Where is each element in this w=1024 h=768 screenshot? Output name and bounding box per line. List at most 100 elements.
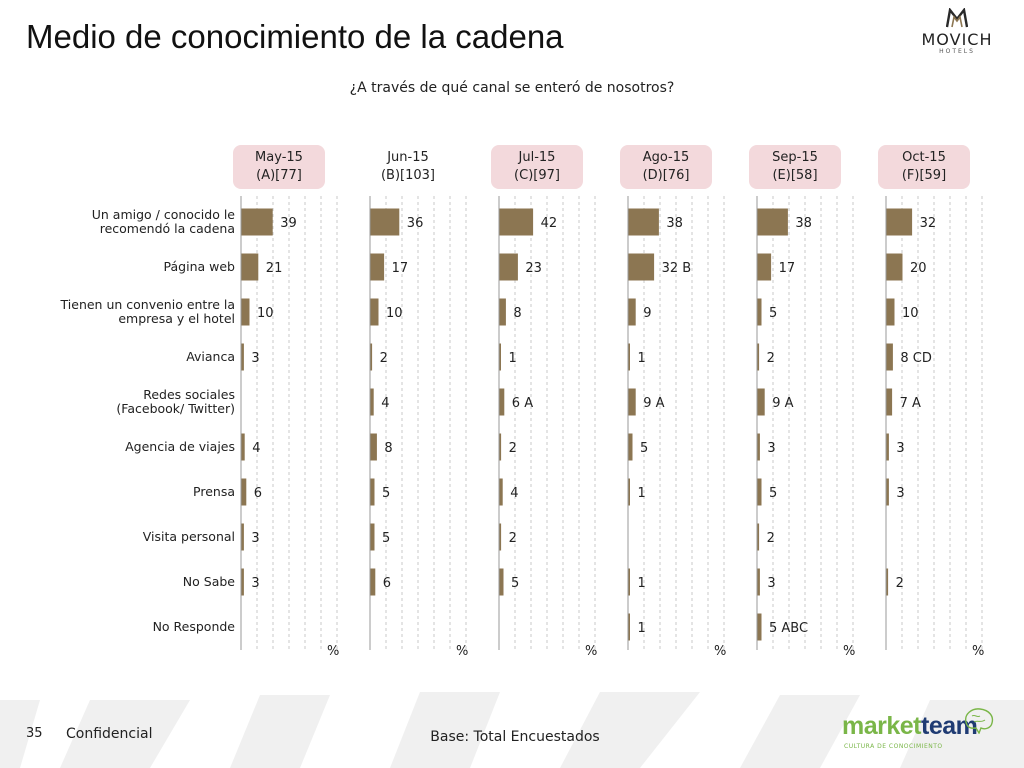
marketteam-logo-part1: market bbox=[842, 712, 922, 740]
bar bbox=[757, 433, 760, 461]
bar bbox=[757, 613, 762, 641]
bar bbox=[499, 568, 504, 596]
marketteam-logo: marketteam CULTURA DE CONOCIMIENTO bbox=[842, 708, 1002, 758]
data-label: 38 bbox=[666, 216, 683, 231]
panel-may-15: % 39 21 10 3 4 6 3 3 bbox=[240, 196, 339, 659]
data-label: 1 bbox=[509, 351, 517, 366]
confidential-label: Confidencial bbox=[66, 726, 153, 742]
bar bbox=[886, 253, 903, 281]
category-label: Tienen un convenio entre la empresa y el … bbox=[60, 297, 235, 326]
data-label: 2 bbox=[380, 351, 388, 366]
bar bbox=[628, 613, 630, 641]
panel-jun-15: % 36 17 10 2 4 8 5 5 6 bbox=[369, 196, 468, 659]
bar bbox=[499, 523, 502, 551]
bar bbox=[886, 208, 913, 236]
category-label: Redes sociales (Facebook/ Twitter) bbox=[116, 387, 235, 416]
data-label: 23 bbox=[525, 261, 542, 276]
brain-icon bbox=[965, 708, 994, 734]
data-label: 8 bbox=[513, 306, 521, 321]
bar bbox=[757, 298, 762, 326]
data-label: 5 bbox=[769, 486, 777, 501]
bar bbox=[241, 343, 244, 371]
bar bbox=[628, 298, 636, 326]
data-label: 5 bbox=[511, 576, 519, 591]
unit-label: % bbox=[843, 644, 855, 659]
bar bbox=[886, 433, 889, 461]
data-label: 3 bbox=[896, 486, 904, 501]
data-label: 5 bbox=[769, 306, 777, 321]
data-label: 3 bbox=[251, 576, 259, 591]
bar bbox=[628, 568, 630, 596]
bar bbox=[499, 253, 518, 281]
panel-header-name: Jul-15 bbox=[518, 150, 556, 165]
bar bbox=[499, 343, 501, 371]
base-note: Base: Total Encuestados bbox=[430, 729, 600, 745]
bar bbox=[628, 253, 655, 281]
panel-header-oct-15: Oct-15 (F)[59] bbox=[878, 145, 970, 189]
bar bbox=[370, 343, 373, 371]
bar bbox=[886, 343, 893, 371]
data-label: 17 bbox=[779, 261, 796, 276]
panel-header-name: Oct-15 bbox=[902, 150, 946, 165]
bar bbox=[757, 478, 762, 506]
page-number: 35 bbox=[26, 726, 43, 741]
data-label: 38 bbox=[795, 216, 812, 231]
panel-header-name: Jun-15 bbox=[387, 150, 429, 165]
data-label: 2 bbox=[767, 351, 775, 366]
data-label: 2 bbox=[509, 441, 517, 456]
data-label: 32 B bbox=[662, 261, 692, 276]
data-label: 17 bbox=[392, 261, 409, 276]
bar bbox=[628, 388, 636, 416]
data-label: 1 bbox=[638, 621, 646, 636]
data-label: 9 A bbox=[772, 396, 793, 411]
category-label: Agencia de viajes bbox=[125, 439, 235, 454]
data-label: 2 bbox=[509, 531, 517, 546]
data-label: 10 bbox=[386, 306, 403, 321]
unit-label: % bbox=[972, 644, 984, 659]
panel-header-jul-15: Jul-15 (C)[97] bbox=[491, 145, 583, 189]
data-label: 6 bbox=[383, 576, 391, 591]
data-label: 8 CD bbox=[900, 351, 932, 366]
chart-subtitle: ¿A través de qué canal se enteró de noso… bbox=[349, 80, 675, 96]
bar bbox=[499, 478, 503, 506]
panel-header-name: Sep-15 bbox=[772, 150, 818, 165]
data-label: 21 bbox=[266, 261, 283, 276]
bar bbox=[886, 568, 889, 596]
bar bbox=[757, 388, 765, 416]
bar bbox=[241, 523, 244, 551]
bar bbox=[628, 478, 630, 506]
bar bbox=[499, 298, 506, 326]
data-label: 9 A bbox=[643, 396, 664, 411]
panel-header-code: (F)[59] bbox=[901, 168, 947, 183]
panel-header-may-15: May-15 (A)[77] bbox=[233, 145, 325, 189]
bar bbox=[370, 208, 400, 236]
category-label: No Responde bbox=[152, 619, 235, 634]
data-label: 10 bbox=[257, 306, 274, 321]
bar bbox=[886, 478, 889, 506]
panel-header-code: (C)[97] bbox=[514, 168, 560, 183]
bar bbox=[757, 208, 788, 236]
bar bbox=[241, 208, 273, 236]
bar bbox=[370, 433, 377, 461]
panel-sep-15: % 38 17 5 2 9 A 3 5 2 3 5 ABC bbox=[756, 196, 855, 659]
data-label: 5 bbox=[382, 486, 390, 501]
category-label: No Sabe bbox=[182, 574, 235, 589]
movich-logo: MOVICH HOTELS bbox=[902, 8, 1012, 56]
data-label: 1 bbox=[638, 351, 646, 366]
bar bbox=[370, 253, 385, 281]
panel-header-sep-15: Sep-15 (E)[58] bbox=[749, 145, 841, 189]
bar bbox=[370, 388, 374, 416]
page-title: Medio de conocimiento de la cadena bbox=[26, 18, 564, 55]
panel-ago-15: % 38 32 B 9 1 9 A 5 1 1 1 bbox=[627, 196, 726, 659]
bar bbox=[370, 523, 375, 551]
category-label: Prensa bbox=[193, 484, 235, 499]
bar bbox=[499, 388, 505, 416]
bar bbox=[370, 478, 375, 506]
data-label: 1 bbox=[638, 486, 646, 501]
data-label: 32 bbox=[920, 216, 937, 231]
panel-header-code: (D)[76] bbox=[642, 168, 690, 183]
data-label: 5 ABC bbox=[769, 621, 808, 636]
data-label: 4 bbox=[381, 396, 389, 411]
